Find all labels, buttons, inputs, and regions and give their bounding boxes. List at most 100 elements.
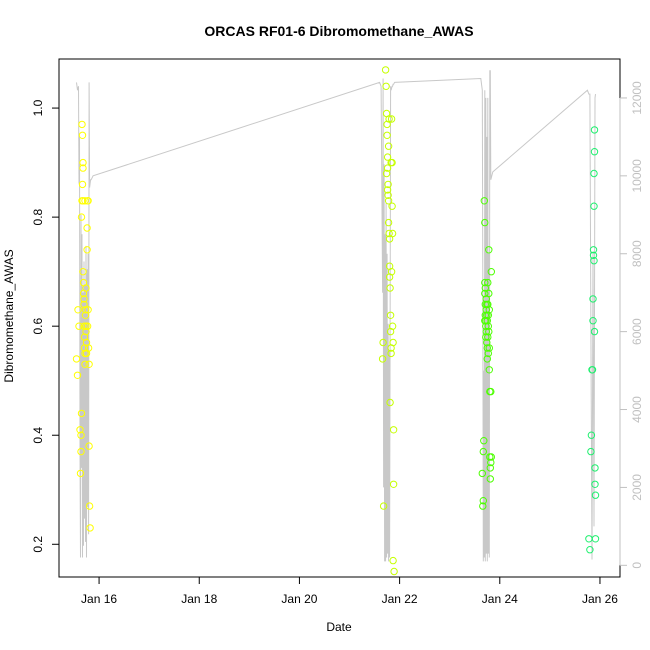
data-point bbox=[390, 567, 398, 576]
data-point bbox=[589, 295, 597, 303]
data-point bbox=[587, 431, 596, 439]
secondary-line-layer bbox=[76, 70, 596, 562]
data-point bbox=[81, 197, 89, 205]
data-point bbox=[74, 306, 82, 314]
y-tick-label: 0.2 bbox=[31, 536, 45, 553]
data-point bbox=[485, 327, 493, 336]
data-point bbox=[85, 442, 93, 450]
y-tick-label: 0.6 bbox=[31, 318, 45, 335]
data-point bbox=[483, 355, 491, 363]
axes-layer: Jan 16 Jan 18 Jan 20 Jan 22 Jan 24 Jan 26 0.2 0… bbox=[31, 81, 644, 606]
data-point bbox=[82, 327, 90, 336]
data-point bbox=[481, 218, 489, 227]
data-point bbox=[76, 469, 85, 478]
data-point bbox=[382, 169, 391, 178]
data-point bbox=[83, 322, 92, 330]
data-point bbox=[591, 464, 599, 472]
data-point bbox=[480, 437, 488, 445]
data-point bbox=[381, 66, 390, 74]
data-point bbox=[385, 115, 393, 123]
y2-tick-label: 2000 bbox=[630, 474, 644, 501]
data-point bbox=[485, 366, 493, 374]
data-point bbox=[486, 475, 494, 483]
data-point bbox=[388, 202, 396, 210]
data-point bbox=[482, 322, 490, 330]
secondary-series-line bbox=[76, 70, 596, 562]
data-point bbox=[590, 169, 598, 178]
y2-tick-label: 10000 bbox=[630, 159, 644, 193]
data-point bbox=[72, 355, 81, 363]
data-point bbox=[479, 502, 487, 510]
data-point bbox=[389, 480, 398, 488]
data-point bbox=[80, 295, 88, 303]
data-point bbox=[81, 306, 90, 314]
x-tick-label: Jan 26 bbox=[582, 592, 618, 606]
data-point bbox=[387, 349, 395, 358]
x-axis-label: Date bbox=[326, 620, 352, 634]
data-point bbox=[388, 229, 397, 238]
data-point bbox=[483, 344, 491, 352]
data-point bbox=[78, 131, 87, 140]
x-tick-label: Jan 16 bbox=[81, 592, 117, 606]
data-point bbox=[79, 197, 87, 205]
data-point bbox=[385, 235, 394, 243]
data-point bbox=[487, 458, 495, 467]
data-point bbox=[78, 180, 87, 189]
data-point bbox=[85, 360, 93, 368]
data-point bbox=[387, 268, 396, 276]
data-point bbox=[389, 338, 397, 347]
x-tick-label: Jan 22 bbox=[382, 592, 418, 606]
y2-tick-label: 6000 bbox=[630, 318, 644, 345]
data-point bbox=[487, 387, 495, 396]
data-point bbox=[484, 300, 492, 309]
y2-tick-label: 0 bbox=[630, 562, 644, 569]
y-tick-label: 0.8 bbox=[31, 208, 45, 225]
data-point bbox=[589, 317, 597, 325]
data-point bbox=[79, 158, 87, 167]
data-point bbox=[481, 278, 489, 287]
data-point bbox=[590, 257, 598, 265]
data-point bbox=[81, 360, 89, 368]
data-point bbox=[80, 300, 88, 309]
data-point bbox=[77, 409, 86, 418]
data-point bbox=[478, 469, 486, 478]
data-point bbox=[77, 213, 86, 221]
data-point bbox=[379, 338, 387, 347]
data-point bbox=[482, 295, 490, 303]
data-point bbox=[77, 431, 85, 439]
data-point bbox=[481, 317, 489, 325]
data-point bbox=[384, 180, 392, 189]
data-point bbox=[78, 120, 86, 129]
x-tick-label: Jan 24 bbox=[482, 592, 518, 606]
data-point bbox=[384, 218, 393, 227]
data-point bbox=[484, 322, 492, 330]
data-point bbox=[386, 398, 394, 407]
data-point bbox=[480, 197, 488, 205]
data-point bbox=[591, 535, 600, 543]
data-point bbox=[383, 131, 391, 140]
data-point bbox=[486, 464, 494, 472]
data-point bbox=[479, 497, 487, 505]
data-point bbox=[385, 229, 393, 238]
y-axis-label: Dibromomethane_AWAS bbox=[2, 249, 16, 382]
data-point bbox=[387, 115, 396, 123]
data-point bbox=[383, 164, 392, 172]
data-point bbox=[589, 246, 598, 254]
y-tick-label: 0.4 bbox=[31, 427, 45, 444]
data-point bbox=[383, 186, 392, 194]
data-point bbox=[487, 268, 495, 276]
data-point bbox=[590, 126, 599, 134]
y2-tick-label: 4000 bbox=[630, 396, 644, 423]
data-point bbox=[382, 82, 390, 91]
data-point bbox=[383, 153, 392, 161]
data-point bbox=[86, 524, 94, 532]
data-point bbox=[77, 447, 85, 456]
data-point bbox=[384, 197, 393, 205]
data-point bbox=[388, 322, 397, 330]
data-point bbox=[84, 344, 93, 352]
data-point bbox=[83, 246, 91, 254]
y-tick-label: 1.0 bbox=[31, 99, 45, 116]
data-point bbox=[481, 289, 489, 298]
data-point bbox=[387, 158, 395, 167]
data-point bbox=[386, 311, 395, 319]
